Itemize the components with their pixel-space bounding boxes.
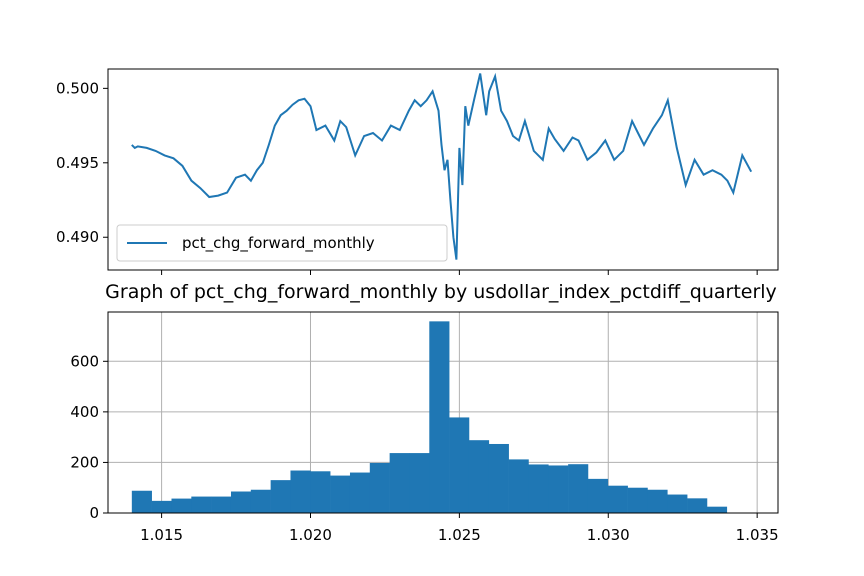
x-tick-label: 1.035 [736, 526, 779, 544]
y-tick-label: 0.490 [56, 228, 99, 246]
x-tick-label: 1.025 [438, 526, 481, 544]
histogram-title: Graph of pct_chg_forward_monthly by usdo… [105, 281, 777, 303]
series-line-pct-chg-forward-monthly [131, 72, 753, 260]
y-tick-label: 0.495 [56, 154, 99, 172]
histogram-bar [429, 321, 450, 513]
histogram-bar [369, 462, 390, 513]
legend: pct_chg_forward_monthly [116, 224, 448, 262]
histogram-bar [587, 478, 609, 513]
histogram-bar [349, 472, 371, 513]
histogram-bar [330, 475, 351, 513]
histogram-bar [548, 465, 569, 513]
histogram-bar [211, 496, 232, 513]
histogram-bar [508, 459, 529, 513]
histogram-bar [389, 453, 410, 513]
y-tick-label: 0 [89, 504, 99, 522]
histogram-bar [528, 464, 549, 513]
histogram-bar [627, 487, 648, 513]
histogram-bar [706, 506, 728, 513]
histogram-bar [310, 471, 331, 513]
histogram-bar [191, 496, 212, 513]
x-tick-label: 1.015 [140, 526, 183, 544]
histogram-bar [449, 417, 470, 513]
line-chart-frame [107, 68, 779, 271]
histogram-bar [647, 489, 668, 513]
histogram-bars [131, 321, 728, 513]
histogram-bar [687, 498, 708, 513]
histogram-bar [230, 491, 252, 513]
x-tick-label: 1.030 [587, 526, 630, 544]
line-chart-panel: 0.490 0.495 0.500 pct_chg_forward_monthly [56, 68, 779, 275]
histogram-bar [568, 464, 589, 513]
legend-label: pct_chg_forward_monthly [182, 234, 375, 253]
histogram-y-axis: 0 200 400 600 [70, 352, 108, 522]
histogram-bar [468, 440, 490, 513]
line-chart-x-axis [161, 270, 758, 275]
histogram-panel: Graph of pct_chg_forward_monthly by usdo… [70, 281, 778, 544]
histogram-bar [290, 470, 311, 513]
y-tick-label: 200 [70, 453, 99, 471]
histogram-bar [270, 480, 291, 513]
histogram-x-axis: 1.015 1.020 1.025 1.030 1.035 [140, 513, 779, 544]
histogram-bar [667, 494, 688, 513]
histogram-bar [409, 453, 430, 513]
line-chart-y-axis: 0.490 0.495 0.500 [56, 79, 108, 246]
histogram-bar [171, 498, 192, 513]
histogram-bar [607, 485, 628, 513]
x-tick-label: 1.020 [289, 526, 332, 544]
y-tick-label: 600 [70, 352, 99, 370]
y-tick-label: 0.500 [56, 79, 99, 97]
y-tick-label: 400 [70, 403, 99, 421]
histogram-bar [131, 490, 152, 513]
histogram-bar [151, 500, 172, 513]
histogram-bar [488, 443, 509, 513]
histogram-bar [250, 489, 271, 513]
histogram-frame [107, 311, 779, 514]
legend-box [116, 224, 448, 262]
